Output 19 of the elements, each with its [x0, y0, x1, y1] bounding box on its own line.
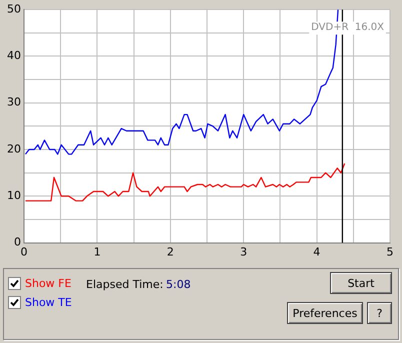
y-tick-label: 10: [6, 189, 21, 202]
text: 5:08: [166, 278, 191, 291]
x-tick-label: 4: [313, 245, 320, 258]
x-tick-label: 3: [240, 245, 248, 258]
y-tick-label: 30: [6, 96, 21, 109]
x-tick-label: 2: [166, 245, 174, 258]
text: Show FE: [25, 277, 72, 290]
text: Elapsed Time:: [86, 278, 164, 291]
button: Start: [330, 272, 392, 294]
button: ?: [367, 302, 392, 324]
button: Preferences: [287, 302, 363, 324]
y-tick-label: 40: [6, 49, 21, 62]
text: Show TE: [25, 296, 72, 309]
x-tick-label: 1: [94, 245, 101, 258]
y-tick-label: 0: [14, 236, 21, 249]
y-tick-label: 50: [6, 2, 21, 16]
annotation: DVD+R 16.0X: [311, 22, 384, 34]
y-tick-label: 20: [6, 142, 21, 156]
x-tick-label: 5: [386, 245, 394, 258]
